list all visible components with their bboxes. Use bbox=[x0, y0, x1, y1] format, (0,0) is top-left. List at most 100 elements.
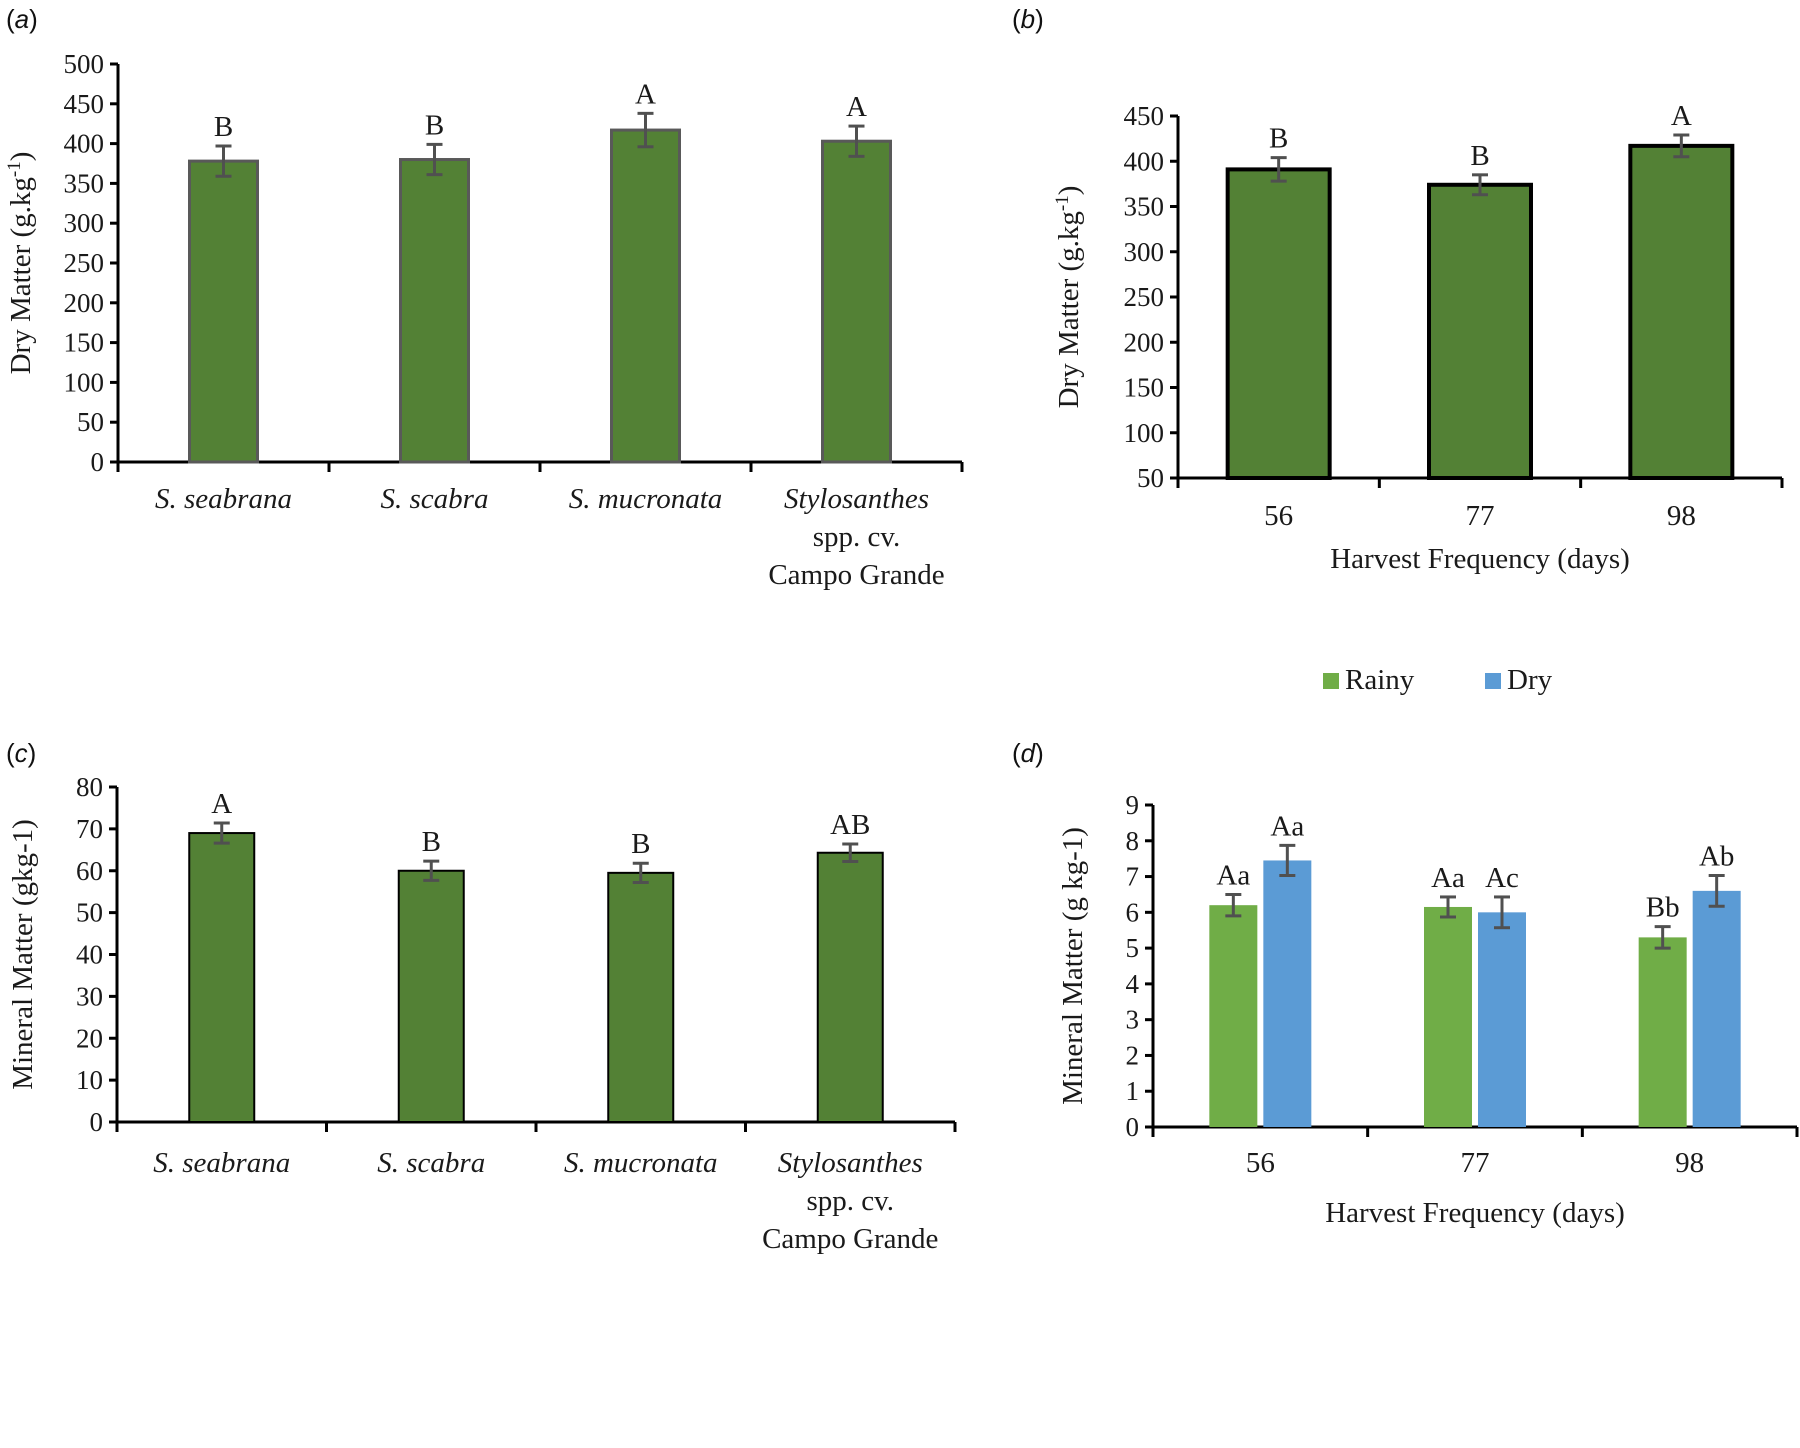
significance-letter: Bb bbox=[1646, 892, 1680, 924]
significance-letter: B bbox=[631, 828, 650, 860]
significance-letter: A bbox=[1671, 100, 1692, 132]
y-tick-label: 8 bbox=[1126, 826, 1140, 856]
y-axis-title: Mineral Matter (g kg-1) bbox=[1057, 827, 1089, 1105]
significance-letter: B bbox=[425, 109, 444, 141]
y-axis-title: Dry Matter (g.kg-1) bbox=[1052, 186, 1085, 409]
x-axis-title: Harvest Frequency (days) bbox=[1330, 543, 1630, 575]
bar-dry-matter bbox=[1427, 182, 1533, 480]
y-tick-label: 7 bbox=[1126, 862, 1140, 892]
y-tick-label: 500 bbox=[64, 49, 105, 79]
y-tick-label: 450 bbox=[64, 89, 105, 119]
bar-mineral-matter bbox=[816, 851, 884, 1124]
x-category-label: S. seabrana bbox=[155, 483, 292, 515]
bar-dry bbox=[1478, 912, 1526, 1127]
legend-label-rainy: Rainy bbox=[1345, 664, 1415, 696]
significance-letter: Ab bbox=[1699, 840, 1734, 872]
significance-letter: B bbox=[422, 826, 441, 858]
x-category-label: S. seabrana bbox=[153, 1147, 290, 1179]
bar-dry-matter bbox=[399, 158, 470, 464]
panel-letter-c: c bbox=[14, 738, 28, 768]
y-tick-label: 300 bbox=[1124, 237, 1165, 267]
y-tick-label: 6 bbox=[1126, 897, 1140, 927]
y-tick-label: 40 bbox=[76, 940, 103, 970]
chart-b: 50 100 150 200 250 300 350 400 450 B B A 56 77 98 Dry M… bbox=[1052, 100, 1784, 575]
x-category-label: 77 bbox=[1466, 500, 1495, 532]
panel-letter-a: a bbox=[14, 4, 30, 34]
y-tick-label: 80 bbox=[76, 772, 103, 802]
significance-letter: A bbox=[211, 788, 232, 820]
y-tick-label: 50 bbox=[76, 898, 103, 928]
bar-dry-matter bbox=[821, 139, 892, 464]
panel-label-b: (b) bbox=[1012, 4, 1044, 34]
significance-letter: Aa bbox=[1270, 810, 1304, 842]
bar-dry-matter bbox=[610, 128, 681, 464]
y-tick-label: 2 bbox=[1126, 1040, 1140, 1070]
significance-letter: A bbox=[635, 78, 656, 110]
x-axis-title: Harvest Frequency (days) bbox=[1325, 1197, 1625, 1229]
y-tick-label: 200 bbox=[1124, 327, 1165, 357]
significance-letter: A bbox=[846, 91, 867, 123]
y-tick-label: 400 bbox=[1124, 146, 1165, 176]
y-tick-label: 400 bbox=[64, 129, 105, 159]
x-category-label: spp. cv. bbox=[813, 521, 901, 553]
significance-letter: Aa bbox=[1431, 862, 1465, 894]
y-tick-label: 350 bbox=[1124, 192, 1165, 222]
significance-letter: B bbox=[1470, 140, 1489, 172]
chart-a: 0 50 100 150 200 250 300 350 400 450 500 B B A A S. sea… bbox=[4, 49, 964, 591]
y-tick-label: 5 bbox=[1126, 933, 1140, 963]
significance-letter: Ac bbox=[1485, 862, 1519, 894]
x-category-label: 98 bbox=[1667, 500, 1696, 532]
y-tick-label: 0 bbox=[90, 1107, 104, 1137]
y-tick-label: 60 bbox=[76, 856, 103, 886]
significance-letter: Aa bbox=[1216, 859, 1250, 891]
y-tick-label: 100 bbox=[1124, 418, 1165, 448]
y-tick-label: 1 bbox=[1126, 1076, 1140, 1106]
legend-swatch-rainy bbox=[1323, 673, 1339, 689]
x-category-label: S. mucronata bbox=[564, 1147, 718, 1179]
legend-label-dry: Dry bbox=[1507, 664, 1553, 696]
y-tick-label: 450 bbox=[1124, 101, 1165, 131]
panel-letter-b: b bbox=[1020, 4, 1036, 34]
y-tick-label: 200 bbox=[64, 288, 105, 318]
y-tick-label: 50 bbox=[77, 407, 104, 437]
x-category-label: Campo Grande bbox=[768, 559, 944, 591]
x-category-label: 56 bbox=[1246, 1147, 1275, 1179]
bar-dry bbox=[1263, 860, 1312, 1127]
panel-label-d: (d) bbox=[1012, 738, 1044, 768]
y-tick-label: 4 bbox=[1126, 969, 1140, 999]
bar-mineral-matter bbox=[397, 869, 465, 1123]
y-tick-label: 350 bbox=[64, 168, 105, 198]
y-tick-label: 300 bbox=[64, 208, 105, 238]
bar-mineral-matter bbox=[607, 871, 675, 1123]
y-axis-title: Dry Matter (g.kg-1) bbox=[4, 152, 37, 375]
bar-dry bbox=[1692, 890, 1741, 1127]
y-tick-label: 150 bbox=[1124, 373, 1165, 403]
bar-dry-matter bbox=[188, 159, 259, 464]
x-category-label: 77 bbox=[1461, 1147, 1490, 1179]
bar-rainy bbox=[1209, 905, 1258, 1127]
bar-rainy bbox=[1638, 937, 1687, 1127]
x-category-label: spp. cv. bbox=[806, 1185, 894, 1217]
y-tick-label: 20 bbox=[76, 1023, 103, 1053]
legend-swatch-dry bbox=[1485, 673, 1501, 689]
y-tick-label: 30 bbox=[76, 981, 103, 1011]
y-tick-label: 150 bbox=[64, 328, 105, 358]
x-category-label: S. scabra bbox=[381, 483, 489, 515]
panel-letter-d: d bbox=[1020, 738, 1036, 768]
x-category-label: Stylosanthes bbox=[784, 483, 929, 515]
bar-dry-matter bbox=[1225, 167, 1332, 481]
x-category-label: Campo Grande bbox=[762, 1223, 938, 1255]
x-category-label: Stylosanthes bbox=[778, 1147, 923, 1179]
y-tick-label: 250 bbox=[64, 248, 105, 278]
y-tick-label: 100 bbox=[64, 367, 105, 397]
y-tick-label: 3 bbox=[1126, 1005, 1140, 1035]
bar-dry-matter bbox=[1628, 143, 1735, 481]
significance-letter: B bbox=[1269, 123, 1288, 155]
y-tick-label: 0 bbox=[1126, 1112, 1140, 1142]
x-category-label: 56 bbox=[1264, 500, 1293, 532]
significance-letter: B bbox=[214, 111, 233, 143]
y-tick-label: 10 bbox=[76, 1065, 103, 1095]
y-tick-label: 250 bbox=[1124, 282, 1165, 312]
